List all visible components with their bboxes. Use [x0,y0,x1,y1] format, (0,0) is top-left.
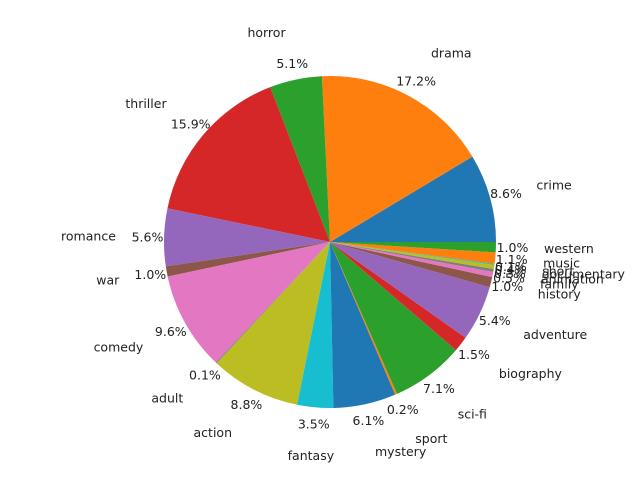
pie-category-label-sport: sport [415,431,447,446]
pie-category-label-music: music [543,255,580,270]
pie-percent-label-action: 8.8% [231,397,263,412]
pie-category-label-thriller: thriller [125,96,167,111]
pie-category-label-horror: horror [247,25,286,40]
pie-percent-label-crime: 8.6% [490,186,522,201]
pie-category-label-fantasy: fantasy [288,448,335,463]
pie-percent-label-drama: 17.2% [396,74,436,89]
pie-category-label-adult: adult [151,391,183,406]
pie-percent-label-comedy: 9.6% [155,324,187,339]
pie-category-label-mystery: mystery [375,444,427,459]
pie-category-label-crime: crime [536,177,572,192]
pie-percent-label-thriller: 15.9% [171,116,211,131]
pie-category-label-action: action [194,425,232,440]
pie-percent-label-sport: 0.2% [387,402,419,417]
pie-percent-label-horror: 5.1% [276,56,308,71]
pie-percent-label-adventure: 5.4% [479,313,511,328]
pie-percent-label-romance: 5.6% [132,229,164,244]
pie-percent-label-war: 1.0% [134,267,166,282]
pie-category-label-war: war [96,273,120,288]
pie-percent-label-mystery: 6.1% [353,413,385,428]
pie-wedges [164,76,496,408]
pie-percent-label-fantasy: 3.5% [298,416,330,431]
pie-category-label-comedy: comedy [94,339,144,354]
pie-category-label-sci-fi: sci-fi [458,406,487,421]
pie-percent-label-western: 1.0% [497,240,529,255]
pie-percent-label-adult: 0.1% [189,368,221,383]
pie-category-label-romance: romance [61,229,116,244]
pie-category-label-drama: drama [431,46,472,61]
pie-percent-label-sci-fi: 7.1% [423,381,455,396]
pie-percent-label-biography: 1.5% [458,347,490,362]
pie-category-label-adventure: adventure [523,327,587,342]
pie-category-label-biography: biography [499,366,563,381]
pie-category-label-western: western [544,241,594,256]
